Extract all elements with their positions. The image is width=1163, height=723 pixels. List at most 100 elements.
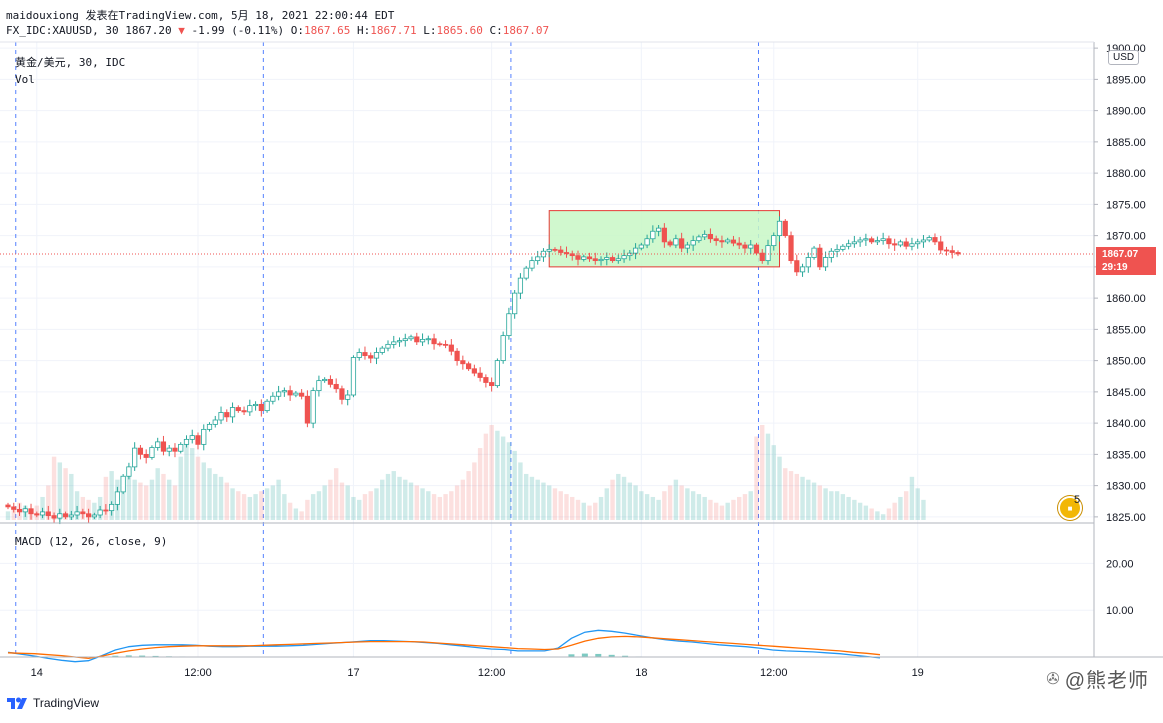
macd-scale-labels[interactable]: 10.00 20.00 — [1106, 558, 1134, 617]
candle-body — [558, 249, 564, 253]
candle — [68, 510, 74, 520]
candle — [11, 502, 17, 513]
candle-body — [120, 475, 126, 493]
candle — [368, 352, 374, 364]
candle — [500, 331, 506, 364]
candle-body — [57, 513, 63, 519]
volume-bar — [351, 496, 356, 520]
candle-body — [517, 277, 524, 294]
volume-bar — [506, 442, 512, 520]
volume-bar — [880, 514, 886, 520]
candle-body — [304, 395, 310, 424]
volume-bar — [771, 445, 776, 520]
volume-bar — [639, 491, 644, 520]
candle-body — [224, 412, 230, 418]
candle — [517, 273, 524, 300]
candle — [932, 233, 938, 245]
currency-badge[interactable]: USD — [1108, 50, 1140, 65]
candle-body — [356, 352, 362, 358]
candle — [886, 235, 892, 249]
volume-bar — [518, 462, 523, 520]
candle — [425, 335, 431, 345]
volume-bar — [834, 491, 840, 520]
price-tick-label: 1880.00 — [1106, 168, 1146, 180]
volume-bar — [161, 473, 166, 520]
candle-body — [581, 256, 587, 260]
volume-bar — [328, 479, 333, 520]
candle — [339, 385, 345, 405]
symbol-label[interactable]: FX_IDC:XAUUSD, 30 — [6, 24, 119, 37]
volume-bar — [800, 476, 805, 520]
low-value: 1865.60 — [436, 24, 483, 37]
volume-bar — [466, 471, 471, 520]
price-scale-labels[interactable]: 1825.00 1830.00 1835.00 1840.00 1845.00 1850.… — [1094, 43, 1146, 524]
candle-body — [137, 447, 144, 455]
candle-body — [840, 245, 846, 250]
candle-body — [206, 423, 213, 430]
candle-body — [419, 338, 426, 343]
price-tick-label: 1825.00 — [1106, 512, 1146, 524]
candle-body — [690, 240, 696, 246]
volume-bar — [454, 485, 460, 520]
volume-bar — [696, 494, 702, 520]
footer-brand[interactable]: TradingView — [6, 696, 99, 710]
macd-legend[interactable]: MACD (12, 26, close, 9) — [15, 535, 167, 548]
series-legend[interactable]: 黄金/美元, 30, IDC — [15, 55, 125, 69]
candle — [512, 290, 518, 319]
news-flag-icon[interactable]: ■ — [1058, 496, 1082, 520]
volume-bar — [368, 491, 373, 520]
volume-bar — [305, 499, 310, 520]
candle-body — [609, 257, 616, 262]
candlesticks — [5, 216, 961, 525]
volume-bar — [886, 508, 892, 520]
volume-bar — [397, 476, 402, 520]
candle — [892, 238, 898, 251]
volume-bar — [869, 508, 874, 520]
candle-body — [466, 363, 472, 370]
time-scale-labels[interactable]: 14 12:00 17 12:00 18 12:00 19 — [31, 667, 924, 679]
candle — [938, 235, 944, 255]
candle-body — [897, 241, 904, 246]
open-label: O: — [290, 24, 305, 37]
volume-bar — [737, 496, 742, 520]
candle — [74, 505, 80, 520]
volume-legend[interactable]: Vol — [15, 73, 35, 86]
candle — [863, 233, 869, 246]
candle — [656, 225, 662, 237]
price-chart[interactable]: 1825.00 1830.00 1835.00 1840.00 1845.00 1850.… — [0, 0, 1163, 690]
candle — [696, 234, 702, 243]
candle-body — [794, 260, 800, 273]
candle-body — [512, 292, 518, 315]
volume-bar — [823, 488, 828, 520]
candle — [494, 358, 500, 388]
candle — [604, 252, 610, 266]
price-tick-label: 1850.00 — [1106, 356, 1146, 368]
candle — [725, 237, 731, 245]
volume-bar — [287, 502, 293, 520]
price-tick-label: 1855.00 — [1106, 324, 1146, 336]
candle — [86, 508, 92, 523]
candle-body — [448, 344, 454, 352]
volume-bars — [5, 425, 926, 520]
volume-bar — [909, 476, 915, 520]
candle — [247, 399, 253, 416]
volume-bar — [253, 494, 258, 520]
volume-bar — [357, 499, 362, 520]
volume-bar — [662, 491, 667, 520]
volume-bar — [656, 499, 661, 520]
candle-body — [160, 441, 167, 452]
volume-bar — [806, 479, 811, 520]
watermark: ✇ @熊老师 — [1046, 664, 1149, 693]
candle — [385, 340, 391, 352]
volume-bar — [725, 502, 730, 520]
volume-bar — [811, 482, 817, 520]
candle-body — [477, 372, 483, 378]
macd-hist-bar — [125, 655, 132, 657]
volume-bar — [857, 502, 863, 520]
volume-bar — [610, 479, 615, 520]
candle-body — [851, 241, 857, 245]
candle — [235, 405, 241, 413]
candle — [310, 387, 316, 429]
volume-bar — [103, 476, 109, 520]
candle — [846, 239, 852, 250]
